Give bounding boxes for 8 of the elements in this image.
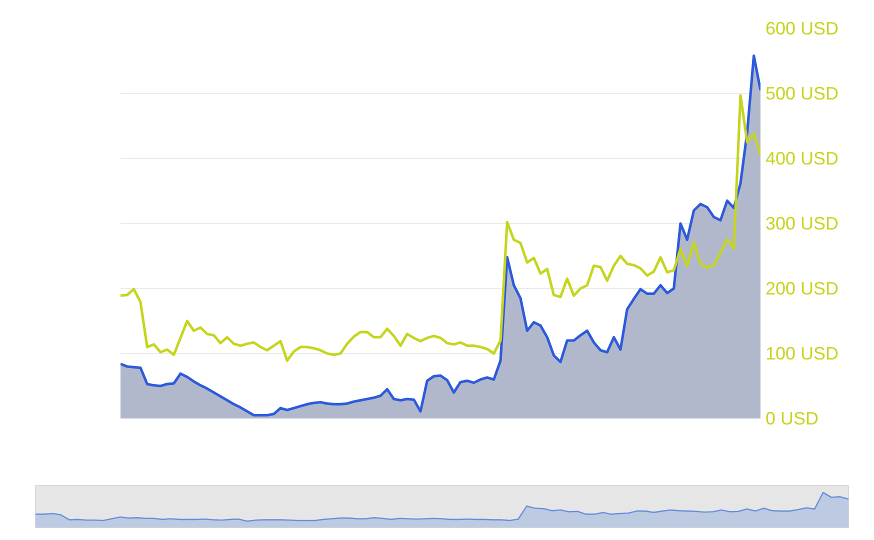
y-tick-label: 300 USD <box>766 214 839 234</box>
y-tick-label: 400 USD <box>766 148 839 168</box>
y-tick-label: 500 USD <box>766 84 839 104</box>
y-tick-label: 200 USD <box>766 278 839 298</box>
y-tick-label: 100 USD <box>766 344 839 364</box>
y-tick-label: 600 USD <box>766 18 839 38</box>
line-series <box>120 94 760 362</box>
y-tick-label: 0 USD <box>766 408 819 428</box>
